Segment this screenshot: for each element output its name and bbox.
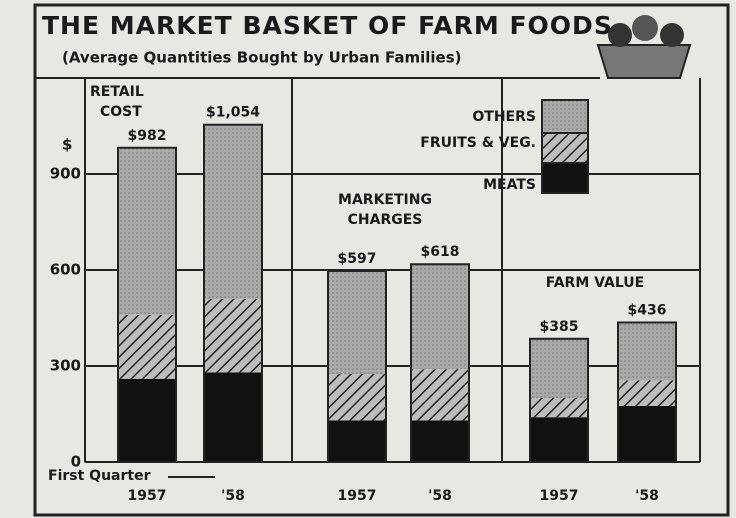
total-label: $618 <box>421 244 460 260</box>
bar-outline <box>617 321 677 464</box>
bar-segment <box>411 264 469 370</box>
panel-title: MARKETING CHARGES <box>338 192 432 228</box>
bar-segment <box>618 406 676 462</box>
bar-segment <box>118 378 176 462</box>
bar-segment <box>204 124 262 299</box>
y-tick-label: 0 <box>71 453 81 471</box>
total-label: $597 <box>338 251 377 267</box>
panel-title: RETAIL COST <box>90 84 144 120</box>
bar-segment <box>118 314 176 379</box>
legend-swatch <box>541 162 589 194</box>
panel-title: FARM VALUE <box>546 275 644 291</box>
legend-label: OTHERS <box>472 109 536 125</box>
chart-subtitle: (Average Quantities Bought by Urban Fami… <box>62 49 462 67</box>
bar-segment <box>118 147 176 315</box>
total-label: $436 <box>628 302 667 318</box>
total-label: $1,054 <box>206 105 260 121</box>
bar-segment <box>328 420 386 462</box>
bar-segment <box>618 322 676 381</box>
bar-segment <box>411 420 469 462</box>
bar-segment <box>328 374 386 421</box>
bar-outline <box>327 269 387 463</box>
y-axis-label: $ <box>62 136 72 154</box>
bar-outline <box>410 263 470 463</box>
basket-icon <box>596 15 692 79</box>
bar-segment <box>204 298 262 373</box>
legend-swatch <box>541 99 589 134</box>
legend-label: FRUITS & VEG. <box>420 135 536 151</box>
legend-swatch <box>541 132 589 164</box>
bar-segment <box>411 369 469 421</box>
total-label: $982 <box>128 128 167 144</box>
x-tick-label: 1957 <box>540 488 579 504</box>
y-tick-label: 900 <box>50 165 81 183</box>
x-tick-label: 1957 <box>128 488 167 504</box>
bar-segment <box>204 372 262 462</box>
x-tick-label: '58 <box>221 488 245 504</box>
bar-segment <box>530 398 588 418</box>
note: First Quarter <box>48 468 151 484</box>
x-tick-label: 1957 <box>338 488 377 504</box>
legend-label: MEATS <box>483 177 536 193</box>
bar-outline <box>117 146 177 463</box>
y-tick-label: 600 <box>50 261 81 279</box>
bar-segment <box>530 417 588 462</box>
bar-outline <box>203 123 263 463</box>
bar-segment <box>530 338 588 398</box>
x-tick-label: '58 <box>428 488 452 504</box>
y-tick-label: 300 <box>50 357 81 375</box>
chart-title: THE MARKET BASKET OF FARM FOODS <box>42 11 613 40</box>
x-tick-label: '58 <box>635 488 659 504</box>
bar-outline <box>529 337 589 463</box>
bar-segment <box>618 380 676 406</box>
bar-segment <box>328 270 386 374</box>
total-label: $385 <box>540 319 579 335</box>
